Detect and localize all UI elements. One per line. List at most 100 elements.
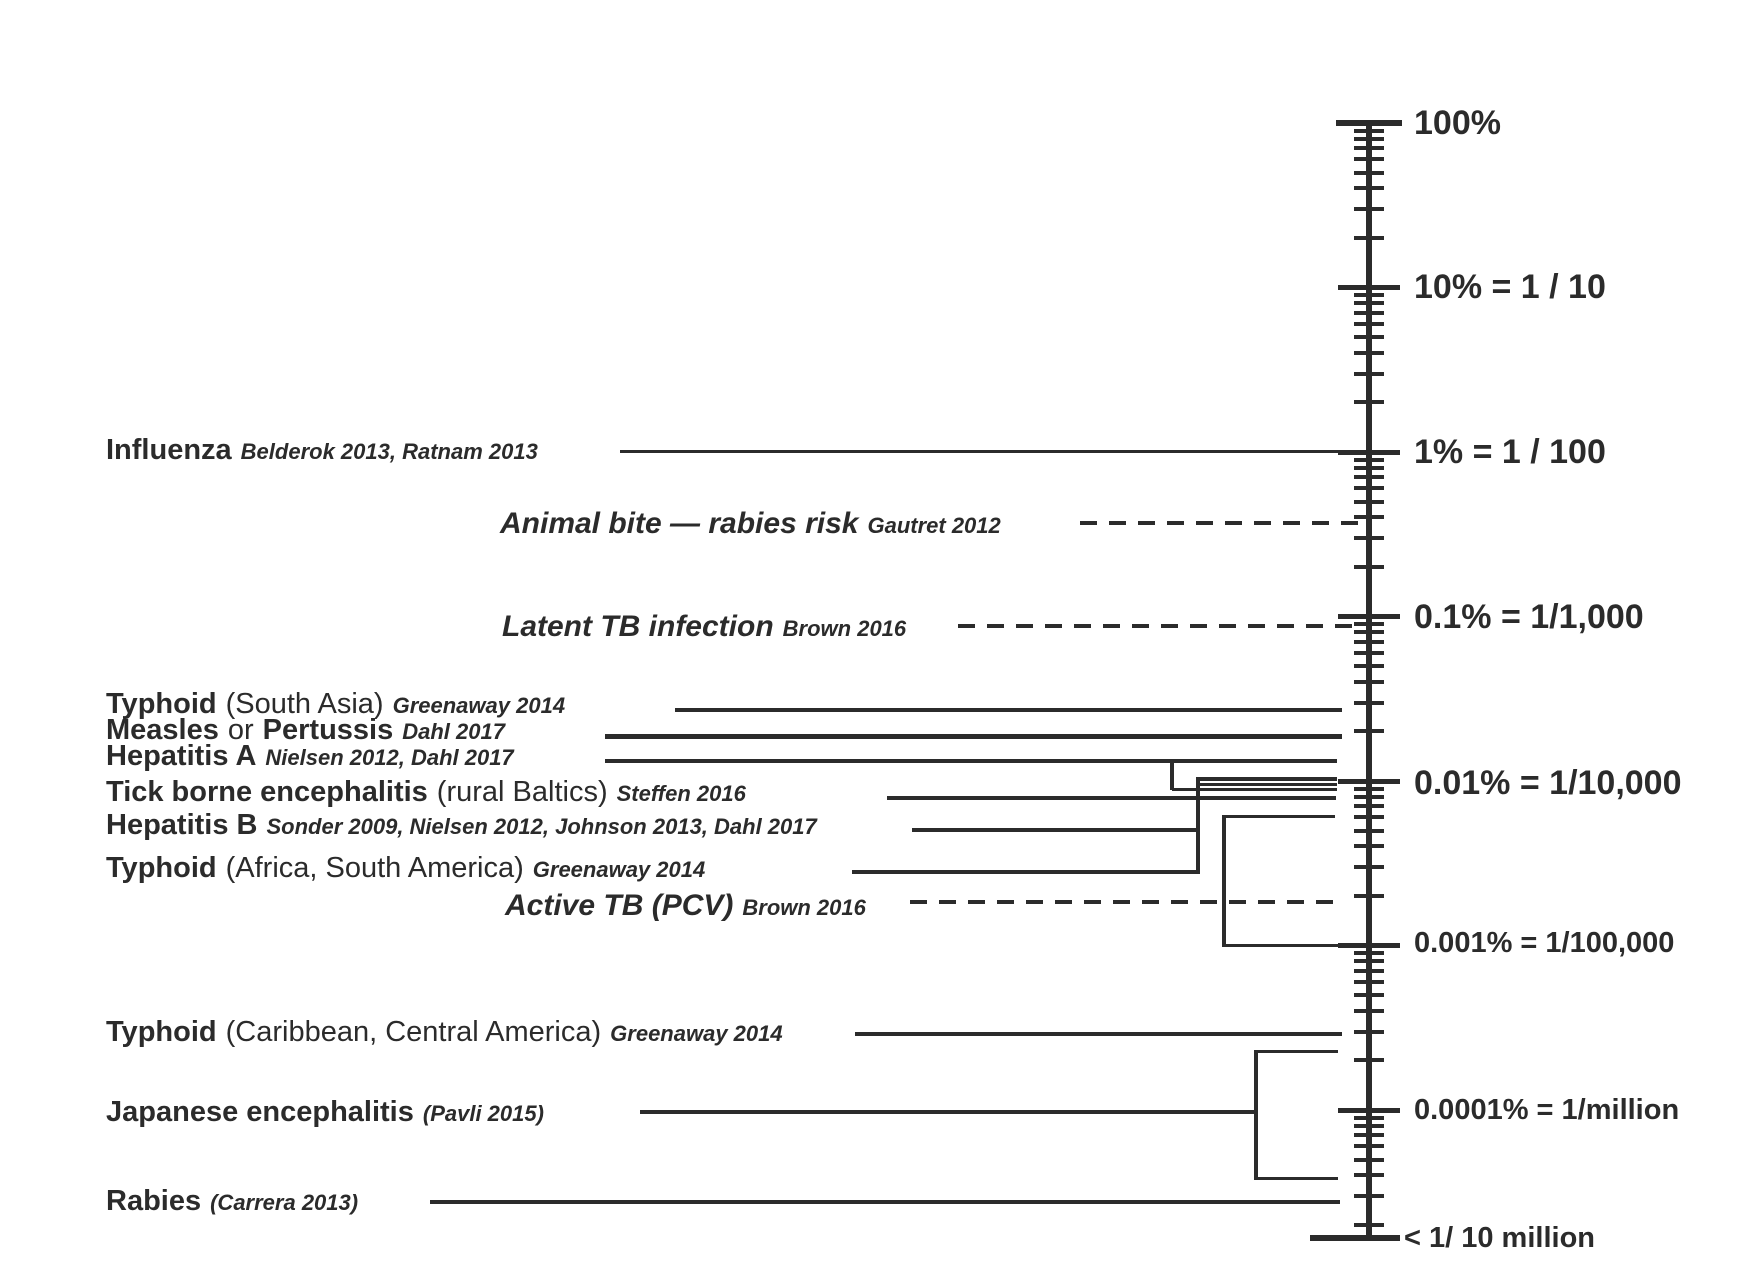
disease-citation: Gautret 2012 [867,513,1001,538]
pointer-line-rabies [430,1200,1340,1204]
disease-name: Influenza [106,434,232,466]
axis-minor-tick [1354,969,1384,973]
axis-terminal-tick-top [1336,120,1402,126]
disease-qualifier: or [227,714,254,746]
axis-minor-tick [1354,1133,1384,1137]
pointer-line-typhoid-south-asia [675,708,1342,712]
axis-minor-tick [1354,186,1384,190]
axis-minor-tick [1354,293,1384,297]
axis-minor-tick [1354,458,1384,462]
disease-citation: Brown 2016 [782,616,907,641]
disease-qualifier: (South Asia) [225,688,384,720]
axis-minor-tick [1354,1116,1384,1120]
axis-minor-tick [1354,640,1384,644]
disease-name: Hepatitis A [106,740,257,772]
disease-citation: Nielsen 2012, Dahl 2017 [265,745,514,770]
label-animal-bite-rabies-risk: Animal bite — rabies risk Gautret 2012 [500,506,1001,542]
axis-minor-tick [1354,1124,1384,1128]
axis-decade-tick [1338,1108,1400,1113]
disease-citation: (Pavli 2015) [422,1101,544,1126]
axis-decade-tick [1338,450,1400,455]
axis-minor-tick [1354,475,1384,479]
pointer-line-influenza [620,450,1342,453]
scale-label-0-0001pct: 0.0001% = 1/million [1414,1094,1680,1126]
pointer-line-tick-borne-encephalitis [887,796,1336,800]
range-bracket-vertical-0001-001 [1222,815,1226,947]
axis-minor-tick [1354,466,1384,470]
axis-decade-tick [1338,614,1400,619]
je-bracket-bottom-stub [1254,1177,1338,1180]
pointer-line-animal-bite-dashed [1080,521,1358,525]
label-typhoid-south-asia: Typhoid (South Asia) Greenaway 2014 [106,686,565,722]
axis-minor-tick [1354,351,1384,355]
label-hepatitis-a: Hepatitis A Nielsen 2012, Dahl 2017 [106,738,514,774]
disease-name: Typhoid [106,1016,217,1048]
axis-minor-tick [1354,207,1384,211]
axis-minor-tick [1354,844,1384,848]
pointer-line-hepatitis-a [605,759,1337,763]
axis-minor-tick [1354,157,1384,161]
scale-label-0-001pct: 0.001% = 1/100,000 [1414,927,1675,959]
axis-minor-tick [1354,137,1384,141]
range-bracket-top-stub [1222,815,1335,818]
disease-citation: Greenaway 2014 [392,693,566,718]
axis-minor-tick [1354,311,1384,315]
axis-minor-tick [1354,129,1384,133]
disease-citation: Greenaway 2014 [610,1021,783,1046]
axis-minor-tick [1354,1144,1384,1148]
label-typhoid-caribbean-central-america: Typhoid (Caribbean, Central America) Green… [106,1014,783,1050]
disease-qualifier: (Africa, South America) [225,852,524,884]
disease-name: Measles [106,714,219,746]
axis-minor-tick [1354,536,1384,540]
cluster-line-upper [1197,777,1337,781]
label-measles-or-pertussis: Measles or Pertussis Dahl 2017 [106,712,505,748]
scale-label-100pct: 100% [1414,104,1501,142]
cluster-line-middle [1197,783,1337,786]
label-latent-tb-infection: Latent TB infection Brown 2016 [502,609,906,645]
pointer-line-japanese-encephalitis [640,1110,1256,1114]
bracket-vertical-hepb-typhoid-africa [1196,777,1200,874]
axis-minor-tick [1354,146,1384,150]
hepatitis-a-step-vertical [1170,759,1174,790]
axis-minor-tick [1354,959,1384,963]
disease-name: Active TB (PCV) [505,889,734,922]
axis-terminal-tick-bottom [1310,1235,1400,1241]
pointer-line-hepatitis-b [912,828,1199,832]
disease-citation: Belderok 2013, Ratnam 2013 [240,439,538,464]
axis-minor-tick [1354,980,1384,984]
axis-minor-tick [1354,951,1384,955]
disease-citation: Sonder 2009, Nielsen 2012, Johnson 2013,… [266,814,817,839]
scale-label-under-1-in-10-million: < 1/ 10 million [1404,1222,1595,1254]
axis-minor-tick [1354,795,1384,799]
axis-minor-tick [1354,651,1384,655]
scale-label-0-01pct: 0.01% = 1/10,000 [1414,764,1682,802]
axis-minor-tick [1354,630,1384,634]
axis-minor-tick [1354,701,1384,705]
label-active-tb-pcv: Active TB (PCV) Brown 2016 [505,888,866,924]
axis-minor-tick [1354,804,1384,808]
disease-citation: Steffen 2016 [616,781,746,806]
disease-name: Latent TB infection [502,610,774,643]
disease-citation: Brown 2016 [742,895,866,920]
axis-minor-tick [1354,322,1384,326]
label-typhoid-africa-south-america: Typhoid (Africa, South America) Greenaway … [106,850,705,886]
axis-minor-tick [1354,1173,1384,1177]
axis-decade-tick [1338,779,1400,784]
disease-name: Japanese encephalitis [106,1096,414,1128]
disease-citation: Dahl 2017 [402,719,505,744]
axis-minor-tick [1354,622,1384,626]
axis-minor-tick [1354,729,1384,733]
axis-minor-tick [1354,1158,1384,1162]
disease-name-2: Pertussis [262,714,394,746]
disease-name: Hepatitis B [106,809,258,841]
axis-minor-tick [1354,500,1384,504]
disease-qualifier: (rural Baltics) [436,776,608,808]
axis-minor-tick [1354,664,1384,668]
scale-label-10pct: 10% = 1 / 10 [1414,268,1606,306]
axis-minor-tick [1354,515,1384,519]
disease-name: Typhoid [106,852,217,884]
disease-qualifier: (Caribbean, Central America) [225,1016,602,1048]
pointer-line-measles-pertussis [605,734,1342,739]
axis-minor-tick [1354,815,1384,819]
